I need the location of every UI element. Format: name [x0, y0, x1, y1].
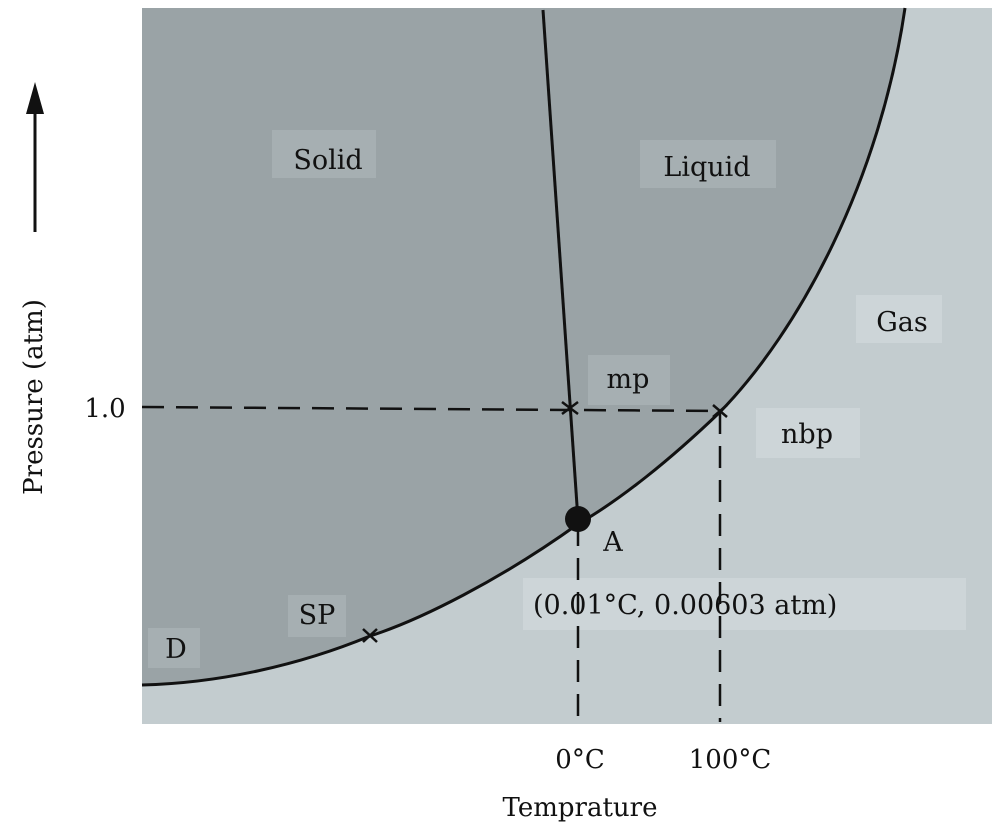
triple-point-coords: (0.01°C, 0.00603 atm) [533, 590, 837, 621]
mp-cross-marker [561, 401, 579, 415]
x-tick-100c: 100°C [689, 745, 772, 775]
fusion-curve [541, 9, 580, 521]
pressure-1-dashed-line [141, 405, 721, 413]
triple-point-marker [565, 506, 591, 532]
y-tick-1: 1.0 [84, 394, 125, 424]
solid-label-box [272, 130, 376, 178]
liquid-label-box [640, 140, 776, 188]
liquid-label: Liquid [663, 152, 750, 183]
x-axis-title: Temprature [503, 793, 658, 823]
sp-label: SP [299, 600, 336, 631]
gas-label-box [856, 295, 942, 343]
gas-label: Gas [876, 307, 928, 338]
mp-label-box [588, 355, 670, 405]
solid-label: Solid [293, 145, 362, 176]
triple-point-label: A [602, 527, 623, 558]
pressure-arrow-head [26, 82, 44, 114]
triple-coords-box [523, 578, 966, 630]
mp-label: mp [607, 364, 650, 395]
nbp-label: nbp [781, 419, 833, 450]
sp-cross-marker [362, 628, 378, 643]
sp-label-box [288, 595, 346, 637]
d-label: D [165, 634, 187, 665]
d-label-box [148, 628, 200, 668]
nbp-label-box [756, 408, 860, 458]
y-axis-title: Pressure (atm) [19, 299, 49, 495]
nbp-cross-marker [712, 404, 728, 418]
x-tick-0c: 0°C [555, 745, 604, 775]
